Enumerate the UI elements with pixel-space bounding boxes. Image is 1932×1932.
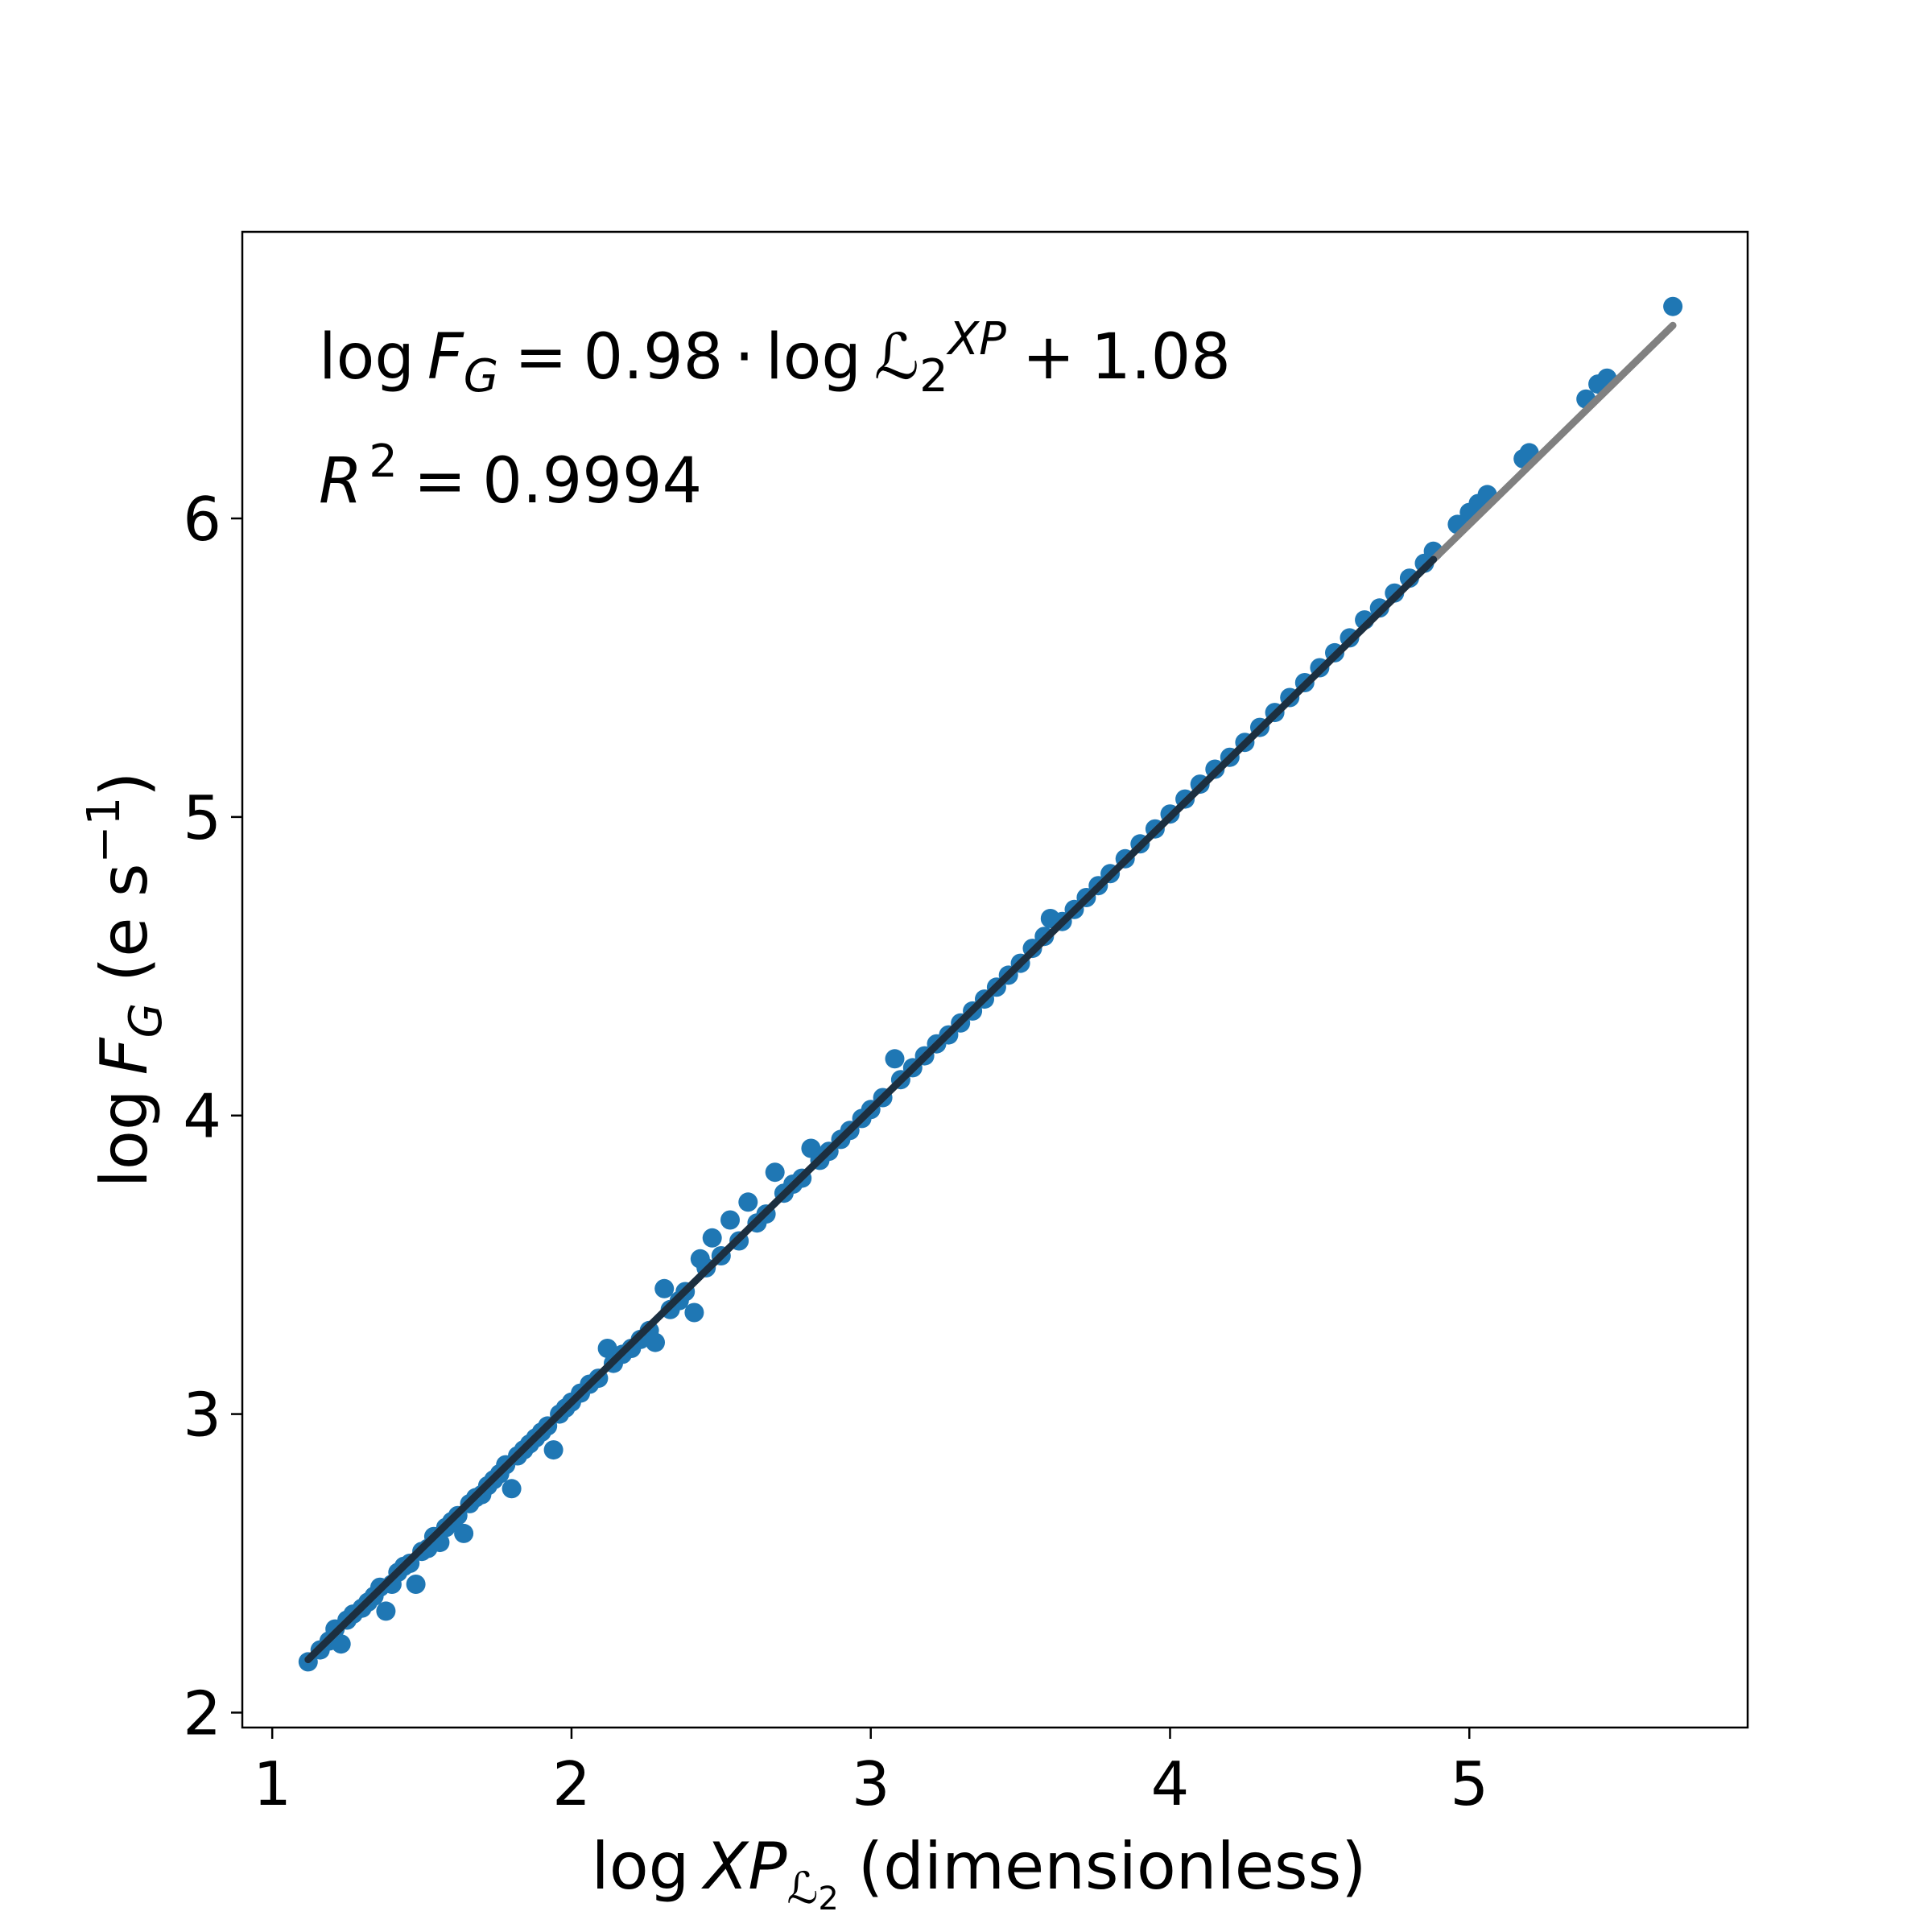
equation-rhs-prefix: log: [766, 321, 861, 394]
data-point: [376, 1601, 396, 1621]
data-point: [597, 1339, 617, 1358]
equation-rhs-var: ℒ: [874, 321, 919, 394]
y-tick-label: 6: [183, 484, 221, 555]
data-point: [502, 1479, 522, 1499]
y-label-unit-open: (e s: [87, 863, 162, 982]
y-label-unit-sup: −1: [78, 797, 130, 864]
equation-coef: 0.98: [584, 321, 724, 394]
data-point: [646, 1332, 665, 1352]
data-point: [1663, 296, 1683, 316]
equation-equals: =: [514, 321, 567, 394]
y-label-unit-close: ): [87, 772, 162, 797]
r2-equals: =: [414, 445, 466, 518]
y-tick-label: 2: [183, 1678, 221, 1748]
data-point: [702, 1228, 722, 1248]
x-tick-label: 1: [253, 1748, 291, 1819]
data-point: [684, 1302, 704, 1323]
x-label-suffix: (dimensionless): [858, 1829, 1367, 1904]
equation-lhs-var: F: [427, 321, 464, 394]
y-label-sub: G: [120, 1003, 172, 1038]
x-axis-label: log XPℒ2 (dimensionless): [592, 1829, 1367, 1918]
data-point: [543, 1440, 564, 1460]
r2-var: R: [319, 445, 362, 518]
y-tick-label: 5: [183, 782, 221, 853]
x-label-prefix: log: [592, 1829, 690, 1904]
data-point: [720, 1210, 740, 1230]
equation-plus: +: [1022, 321, 1075, 394]
x-tick-label: 5: [1450, 1748, 1488, 1819]
x-tick-label: 4: [1151, 1748, 1190, 1819]
data-point: [765, 1162, 785, 1183]
y-tick-label: 3: [183, 1380, 221, 1451]
r2-annotation: R 2 = 0.9994: [319, 436, 702, 518]
y-axis-label: log FG (e s−1): [78, 772, 172, 1188]
x-tick-label: 2: [552, 1748, 591, 1819]
equation-intercept: 1.08: [1091, 321, 1231, 394]
x-label-sub: ℒ: [787, 1863, 819, 1913]
r2-value: 0.9994: [482, 445, 702, 518]
x-label-subsub: 2: [818, 1880, 838, 1918]
x-tick-label: 3: [852, 1748, 890, 1819]
equation-lhs-sub: G: [464, 350, 498, 402]
data-point: [654, 1278, 675, 1298]
trend-line: [304, 555, 1438, 1664]
y-label-var: F: [87, 1037, 162, 1075]
data-point: [885, 1049, 905, 1069]
equation-rhs-sup: XP: [946, 313, 1006, 365]
y-label-prefix: log: [87, 1089, 162, 1187]
data-point: [738, 1192, 758, 1212]
equation-annotation: log FG = 0.98 · log ℒ2XP +1.08: [319, 313, 1231, 402]
equation-lhs-prefix: log: [319, 321, 415, 394]
data-point: [331, 1634, 351, 1654]
data-point: [406, 1575, 426, 1594]
equation-dot: ·: [734, 321, 754, 394]
r2-sup: 2: [369, 436, 398, 488]
plot-frame: [241, 230, 1749, 1729]
y-tick-label: 4: [183, 1081, 221, 1152]
equation-rhs-sub: 2: [919, 350, 948, 402]
plot-marks: [298, 296, 1683, 1672]
x-label-var: XP: [700, 1829, 787, 1904]
data-point: [454, 1523, 474, 1543]
